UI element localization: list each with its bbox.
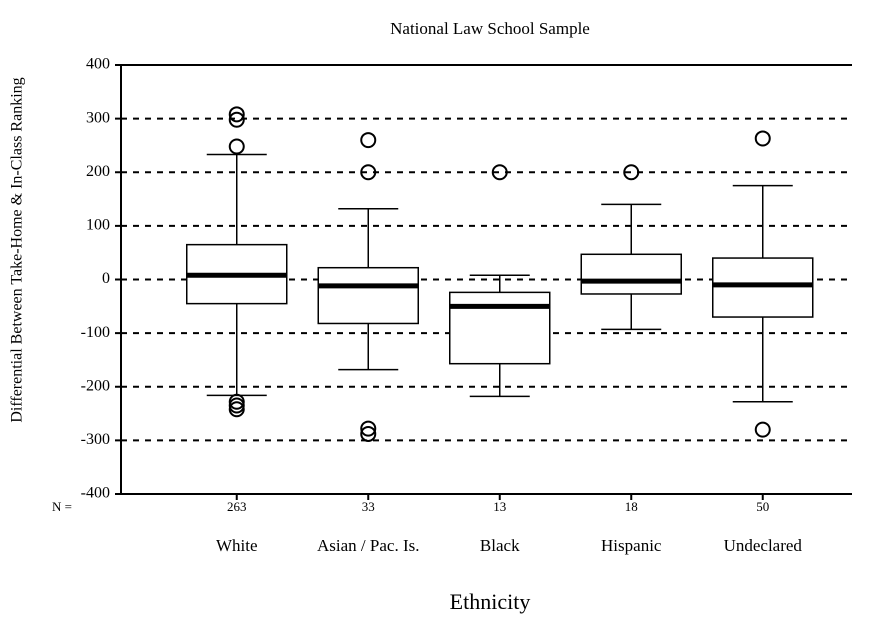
y-tick-label: 300 — [86, 109, 110, 126]
x-axis-label: Ethnicity — [450, 589, 531, 614]
n-count: 18 — [625, 499, 638, 514]
y-tick-label: -400 — [81, 485, 110, 502]
y-tick-label: -100 — [81, 324, 110, 341]
n-count: 50 — [756, 499, 769, 514]
box — [580, 253, 682, 295]
outlier — [754, 130, 771, 147]
y-tick-label: 200 — [86, 163, 110, 180]
outlier — [491, 164, 508, 181]
outlier — [360, 420, 377, 437]
x-tick-label: Undeclared — [724, 536, 803, 555]
box — [317, 266, 419, 325]
n-label: N = — [52, 499, 72, 514]
outlier — [228, 401, 245, 418]
x-tick-label: Hispanic — [601, 536, 662, 555]
y-tick-label: -200 — [81, 377, 110, 394]
y-tick-label: -300 — [81, 431, 110, 448]
chart-title: National Law School Sample — [390, 19, 590, 38]
y-tick-label: 100 — [86, 217, 110, 234]
box — [449, 291, 551, 365]
n-count: 263 — [227, 499, 247, 514]
outlier — [360, 425, 377, 442]
x-tick-label: Black — [480, 536, 520, 555]
outlier — [228, 111, 245, 128]
n-count: 33 — [362, 499, 375, 514]
y-tick-label: 400 — [86, 56, 110, 73]
box — [712, 257, 814, 318]
outlier — [228, 106, 245, 123]
outlier — [228, 138, 245, 155]
outlier — [754, 421, 771, 438]
y-tick-label: 0 — [102, 270, 110, 287]
n-count: 13 — [493, 499, 506, 514]
outlier — [360, 164, 377, 181]
x-tick-label: White — [216, 536, 258, 555]
outlier — [360, 132, 377, 149]
x-tick-label: Asian / Pac. Is. — [317, 536, 419, 555]
y-axis-label: Differential Between Take-Home & In-Clas… — [9, 77, 26, 422]
outlier — [623, 164, 640, 181]
